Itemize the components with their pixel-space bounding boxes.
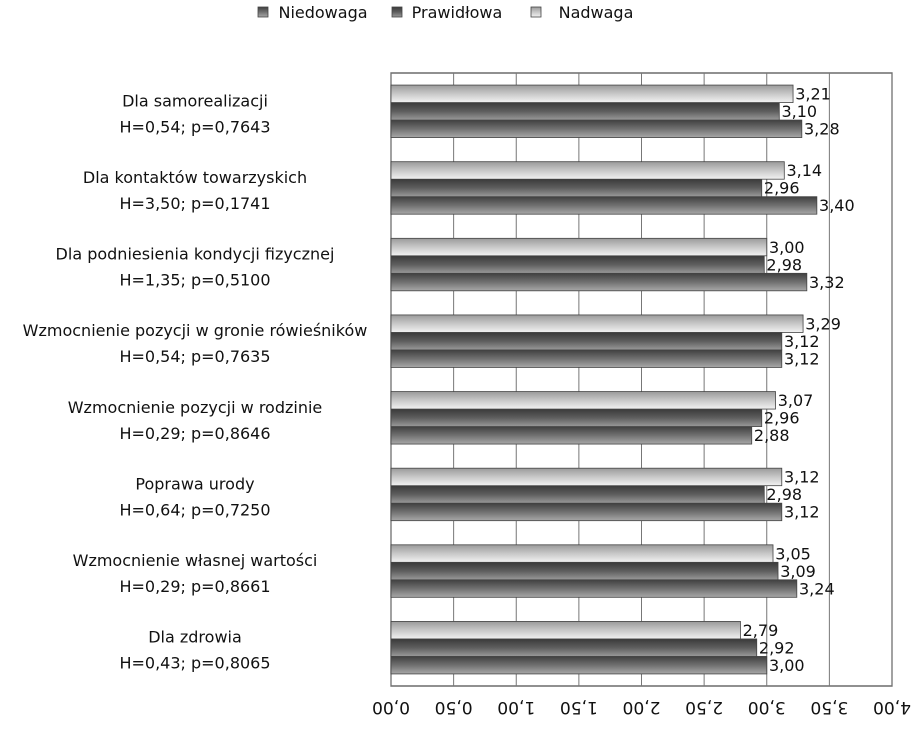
category-label: Dla samorealizacji: [122, 91, 268, 110]
x-tick-label: 2,00: [623, 697, 661, 717]
legend-label: Nadwaga: [559, 3, 634, 22]
bar-prawidlowa: [390, 178, 763, 198]
bar-prawidlowa: [390, 102, 780, 121]
stats-label: H=0,29; p=0,8661: [119, 577, 270, 596]
x-tick-label: 4,00: [873, 697, 911, 717]
stats-label: H=3,50; p=0,1741: [119, 194, 270, 213]
x-tick-label: 1,00: [497, 697, 535, 717]
bar-nadwaga: [390, 314, 804, 333]
bar-nadwaga: [390, 467, 783, 487]
bar-niedowaga: [390, 579, 798, 598]
stats-label: H=0,64; p=0,7250: [119, 500, 270, 519]
bar-niedowaga: [390, 196, 818, 215]
legend-swatch: [391, 6, 403, 18]
data-label: 3,05: [775, 544, 811, 563]
category-label: Wzmocnienie własnej wartości: [73, 551, 318, 570]
data-label: 3,12: [784, 468, 820, 487]
legend-label: Prawidłowa: [412, 3, 503, 22]
bar-niedowaga: [390, 656, 768, 675]
data-label: 2,98: [766, 255, 802, 274]
bar-nadwaga: [390, 84, 794, 103]
data-label: 3,12: [784, 349, 820, 368]
bar-prawidlowa: [390, 332, 783, 351]
data-label: 3,24: [799, 579, 835, 598]
x-tick-label: 3,00: [748, 697, 786, 717]
category-label: Dla podniesienia kondycji fizycznej: [56, 245, 335, 264]
bar-prawidlowa: [390, 408, 763, 427]
data-label: 3,40: [819, 196, 855, 215]
bar-niedowaga: [390, 426, 753, 445]
category-label: Wzmocnienie pozycji w gronie rówieśników: [23, 321, 368, 340]
x-tick-label: 0,00: [372, 697, 410, 717]
stats-label: H=0,43; p=0,8065: [119, 654, 270, 673]
data-label: 2,79: [743, 621, 779, 640]
stats-label: H=0,29; p=0,8646: [119, 424, 270, 443]
category-label: Dla zdrowia: [148, 628, 242, 647]
bar-nadwaga: [390, 237, 768, 257]
data-label: 3,12: [784, 332, 820, 351]
data-label: 2,88: [754, 426, 790, 445]
data-label: 2,92: [759, 638, 795, 657]
bar-niedowaga: [390, 272, 808, 292]
bar-prawidlowa: [390, 561, 779, 581]
data-label: 3,29: [805, 314, 841, 333]
data-label: 3,00: [769, 656, 805, 675]
x-tick-label: 0,50: [435, 697, 473, 717]
bar-niedowaga: [390, 349, 783, 368]
bar-prawidlowa: [390, 485, 765, 504]
bar-nadwaga: [390, 621, 741, 640]
category-label: Wzmocnienie pozycji w rodzinie: [68, 398, 323, 417]
data-label: 3,28: [804, 120, 840, 139]
bar-prawidlowa: [390, 638, 758, 657]
data-label: 3,14: [786, 161, 822, 180]
legend-swatch: [257, 6, 269, 18]
bar-niedowaga: [390, 502, 783, 522]
data-label: 3,21: [795, 85, 831, 104]
x-tick-label: 2,50: [685, 697, 723, 717]
data-label: 3,09: [780, 562, 816, 581]
bar-niedowaga: [390, 119, 803, 138]
data-label: 3,32: [809, 273, 845, 292]
data-label: 3,12: [784, 503, 820, 522]
bar-prawidlowa: [390, 255, 765, 274]
bar-nadwaga: [390, 161, 785, 180]
data-label: 3,10: [781, 102, 817, 121]
stats-label: H=0,54; p=0,7643: [119, 117, 270, 136]
legend-label: Niedowaga: [278, 3, 367, 22]
x-tick-label: 3,50: [810, 697, 848, 717]
stats-label: H=0,54; p=0,7635: [119, 347, 270, 366]
category-label: Poprawa urody: [135, 474, 254, 493]
data-label: 3,00: [769, 238, 805, 257]
data-label: 2,98: [766, 485, 802, 504]
data-label: 3,07: [778, 391, 814, 410]
bar-nadwaga: [390, 391, 776, 410]
data-label: 2,96: [764, 179, 800, 198]
stats-label: H=1,35; p=0,5100: [119, 271, 270, 290]
data-label: 2,96: [764, 409, 800, 428]
x-tick-label: 1,50: [560, 697, 598, 717]
category-label: Dla kontaktów towarzyskich: [83, 168, 307, 187]
legend-swatch: [530, 6, 542, 18]
bar-nadwaga: [390, 544, 774, 563]
